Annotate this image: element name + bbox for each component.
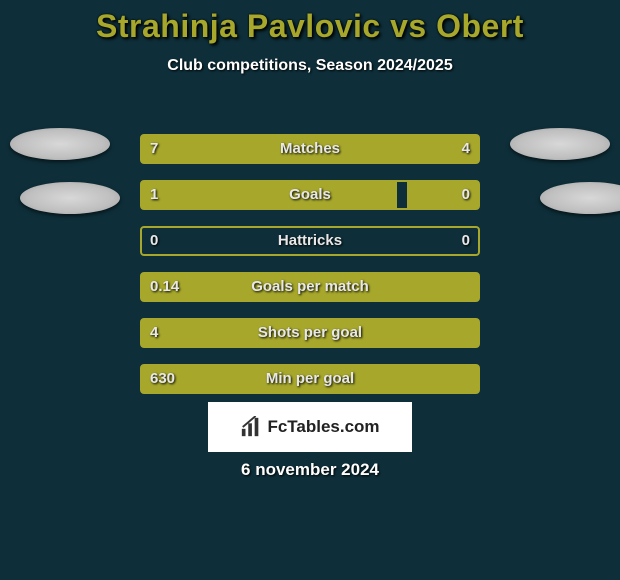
- logo-text: FcTables.com: [267, 417, 379, 437]
- bar-fill-left: [142, 136, 344, 162]
- stat-value-right: 0: [462, 182, 470, 208]
- stat-row: 10Goals: [0, 172, 620, 218]
- stat-rows: 74Matches10Goals00Hattricks0.14Goals per…: [0, 126, 620, 402]
- comparison-card: Strahinja Pavlovic vs Obert Club competi…: [0, 8, 620, 580]
- stat-bar: 630Min per goal: [140, 364, 480, 394]
- stat-value-left: 0: [150, 228, 158, 254]
- bar-fill-right: [344, 136, 478, 162]
- card-subtitle: Club competitions, Season 2024/2025: [0, 57, 620, 75]
- stat-row: 4Shots per goal: [0, 310, 620, 356]
- stat-bar: 4Shots per goal: [140, 318, 480, 348]
- bar-fill-left: [142, 182, 397, 208]
- stat-value-left: 630: [150, 366, 175, 392]
- bar-fill-left: [142, 366, 478, 392]
- stat-value-right: 4: [462, 136, 470, 162]
- stat-value-right: 0: [462, 228, 470, 254]
- stat-value-left: 1: [150, 182, 158, 208]
- stat-value-left: 7: [150, 136, 158, 162]
- card-date: 6 november 2024: [0, 460, 620, 480]
- card-title: Strahinja Pavlovic vs Obert: [0, 8, 620, 45]
- logo-box: FcTables.com: [208, 402, 412, 452]
- stat-value-left: 4: [150, 320, 158, 346]
- stat-label: Hattricks: [142, 228, 478, 254]
- stat-bar: 0 0Hattricks: [140, 226, 480, 256]
- stat-row: 630Min per goal: [0, 356, 620, 402]
- bar-fill-left: [142, 320, 478, 346]
- stat-row: 0 0Hattricks: [0, 218, 620, 264]
- bar-fill-left: [142, 274, 478, 300]
- fctables-icon: [240, 416, 262, 438]
- stat-bar: 0.14Goals per match: [140, 272, 480, 302]
- stat-value-left: 0.14: [150, 274, 179, 300]
- stat-row: 0.14Goals per match: [0, 264, 620, 310]
- stat-row: 74Matches: [0, 126, 620, 172]
- stat-bar: 10Goals: [140, 180, 480, 210]
- stat-bar: 74Matches: [140, 134, 480, 164]
